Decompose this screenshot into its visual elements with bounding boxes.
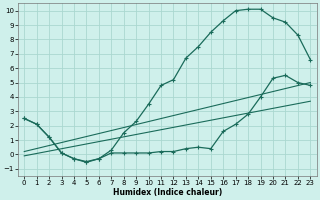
- X-axis label: Humidex (Indice chaleur): Humidex (Indice chaleur): [113, 188, 222, 197]
